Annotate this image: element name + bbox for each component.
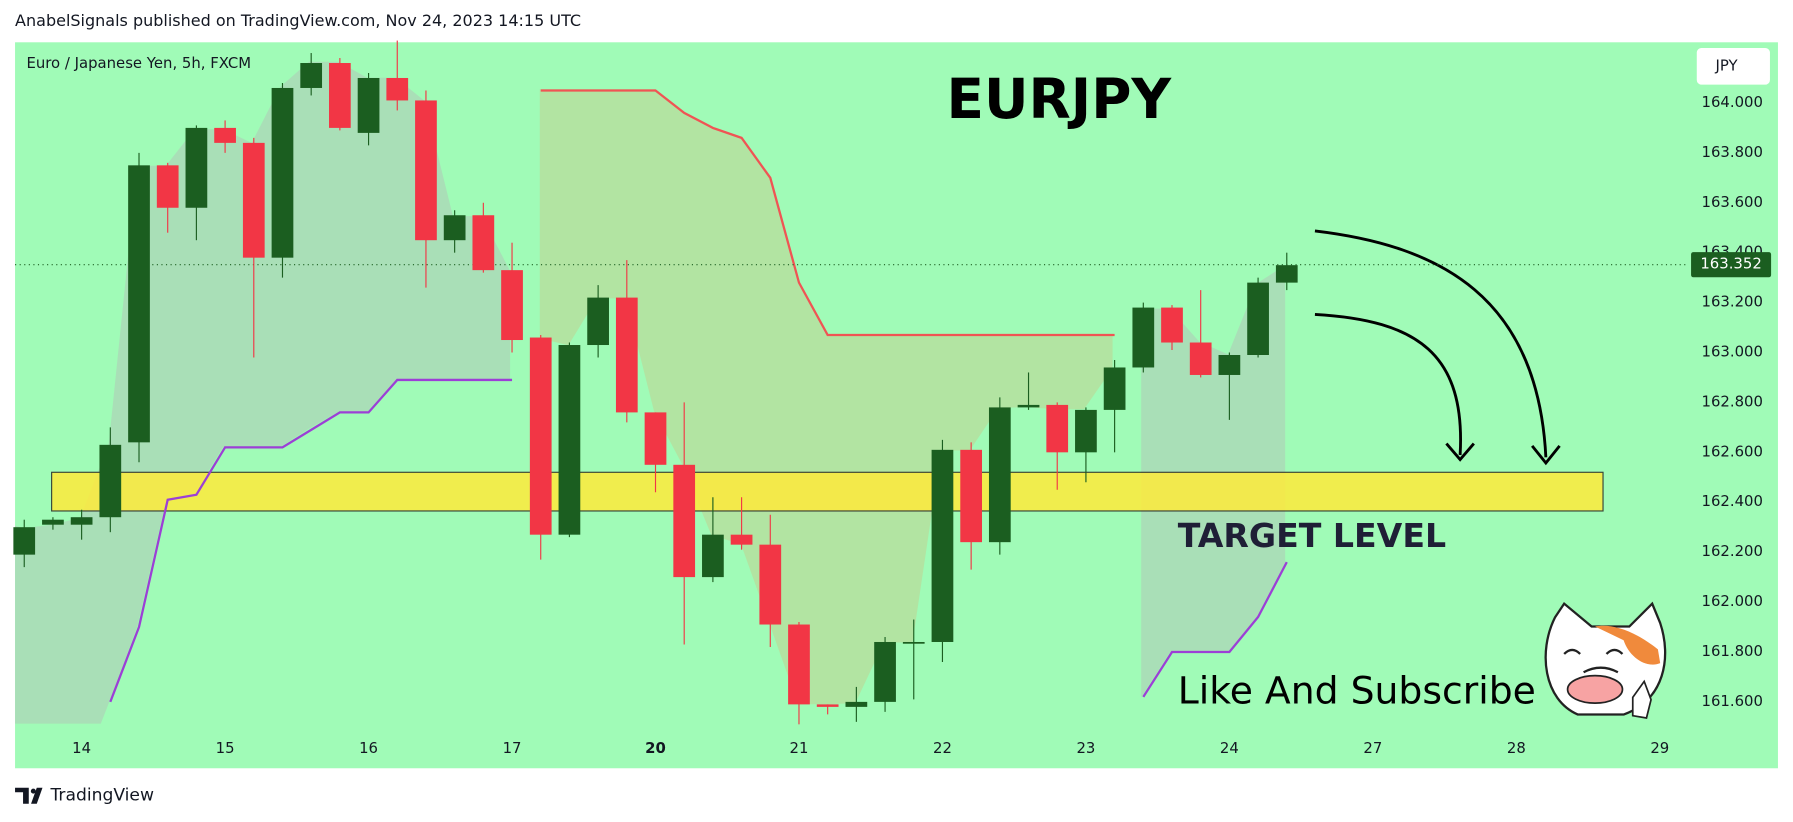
y-tick-label: 161.600 — [1701, 692, 1762, 710]
candle-body — [415, 100, 437, 241]
currency-label: JPY — [1714, 56, 1738, 74]
candle-body — [759, 544, 782, 625]
indicator-line — [109, 378, 513, 703]
candle-body — [587, 297, 609, 346]
arrow — [1314, 312, 1463, 456]
last-price-label: 163.352 — [1700, 255, 1761, 273]
y-tick-label: 163.600 — [1701, 193, 1762, 211]
candle-body — [1161, 307, 1183, 343]
candle-body — [42, 519, 64, 525]
x-tick-label: 15 — [216, 739, 235, 757]
candle-body — [329, 63, 351, 128]
candle-body — [128, 165, 150, 443]
candle-body — [702, 534, 724, 578]
candle-body — [472, 215, 495, 271]
target-zone — [51, 471, 1604, 512]
y-tick-label: 163.800 — [1701, 143, 1762, 161]
x-tick-label: 14 — [72, 739, 91, 757]
x-tick-label: 29 — [1650, 739, 1669, 757]
candle-body — [185, 127, 208, 208]
arrow-head — [1531, 444, 1561, 466]
candle-body — [988, 407, 1011, 543]
candle-body — [529, 337, 552, 535]
candle-body — [1132, 307, 1155, 368]
x-tick-label: 28 — [1507, 739, 1526, 757]
candle-body — [13, 527, 36, 555]
candle-body — [644, 412, 667, 465]
candle-body — [357, 77, 380, 133]
cloud-area — [539, 89, 1113, 705]
target-label: TARGET LEVEL — [1178, 516, 1446, 555]
x-tick-label: 23 — [1076, 739, 1095, 757]
arrow-head — [1445, 442, 1475, 462]
candle-body — [214, 127, 236, 143]
data-layer: 161.600 161.800 162.000 162.200 162.400 162.6… — [13, 40, 1772, 757]
currency-badge — [1696, 48, 1770, 85]
x-tick-label: 21 — [790, 739, 809, 757]
x-tick-label: 17 — [503, 739, 522, 757]
y-tick-label: 162.200 — [1701, 542, 1762, 560]
candle-body — [1218, 354, 1241, 375]
candle-body — [1017, 404, 1040, 408]
last-price-tag — [1691, 252, 1772, 278]
arrow — [1314, 229, 1548, 458]
x-tick-label: 24 — [1220, 739, 1239, 757]
y-tick-label: 162.000 — [1701, 592, 1762, 610]
candle-body — [70, 517, 93, 525]
y-tick-label: 161.800 — [1701, 642, 1762, 660]
candle-body — [1103, 367, 1126, 410]
candle-body — [242, 142, 265, 258]
candle-body — [1075, 409, 1097, 453]
candle-body — [558, 345, 581, 535]
symbol-legend: Euro / Japanese Yen, 5h, FXCM — [26, 54, 251, 72]
candle-body — [788, 624, 810, 705]
x-tick-label: 22 — [933, 739, 952, 757]
candle-body — [816, 704, 839, 707]
candle-body — [874, 641, 896, 702]
cat-sticker — [1544, 601, 1667, 719]
candle-body — [931, 449, 954, 642]
candle-body — [156, 165, 179, 208]
candle-body — [1247, 282, 1269, 355]
indicator-line — [1142, 561, 1288, 698]
candle-body — [1275, 265, 1298, 283]
header: AnabelSignals published on TradingView.c… — [15, 11, 581, 30]
candle-body — [615, 297, 638, 413]
y-tick-label: 162.600 — [1701, 442, 1762, 460]
x-tick-label: 27 — [1363, 739, 1382, 757]
y-tick-label: 164.000 — [1701, 93, 1762, 111]
indicator-line — [540, 89, 1115, 337]
y-tick-label: 162.400 — [1701, 492, 1762, 510]
candle-body — [1046, 404, 1069, 453]
tradingview-logo — [15, 787, 43, 804]
candle-body — [730, 534, 753, 545]
y-tick-label: 163.200 — [1701, 293, 1762, 311]
candle-body — [386, 77, 409, 101]
candle-body — [99, 444, 122, 518]
candle-body — [271, 87, 294, 258]
candle-body — [1189, 342, 1212, 375]
candle-body — [673, 464, 696, 578]
chart-title: EURJPY — [947, 67, 1173, 131]
candle-body — [300, 63, 323, 88]
candle-body — [845, 701, 868, 707]
footer-brand: TradingView — [49, 786, 153, 806]
candle-body — [443, 215, 466, 241]
candle-body — [902, 641, 925, 644]
x-tick-label: 16 — [359, 739, 378, 757]
candle-body — [501, 270, 523, 341]
x-tick-label: 20 — [645, 739, 666, 757]
candle-body — [960, 449, 983, 543]
y-tick-label: 163.000 — [1701, 343, 1762, 361]
y-tick-label: 162.800 — [1701, 392, 1762, 410]
subscribe-label: Like And Subscribe — [1178, 668, 1536, 712]
